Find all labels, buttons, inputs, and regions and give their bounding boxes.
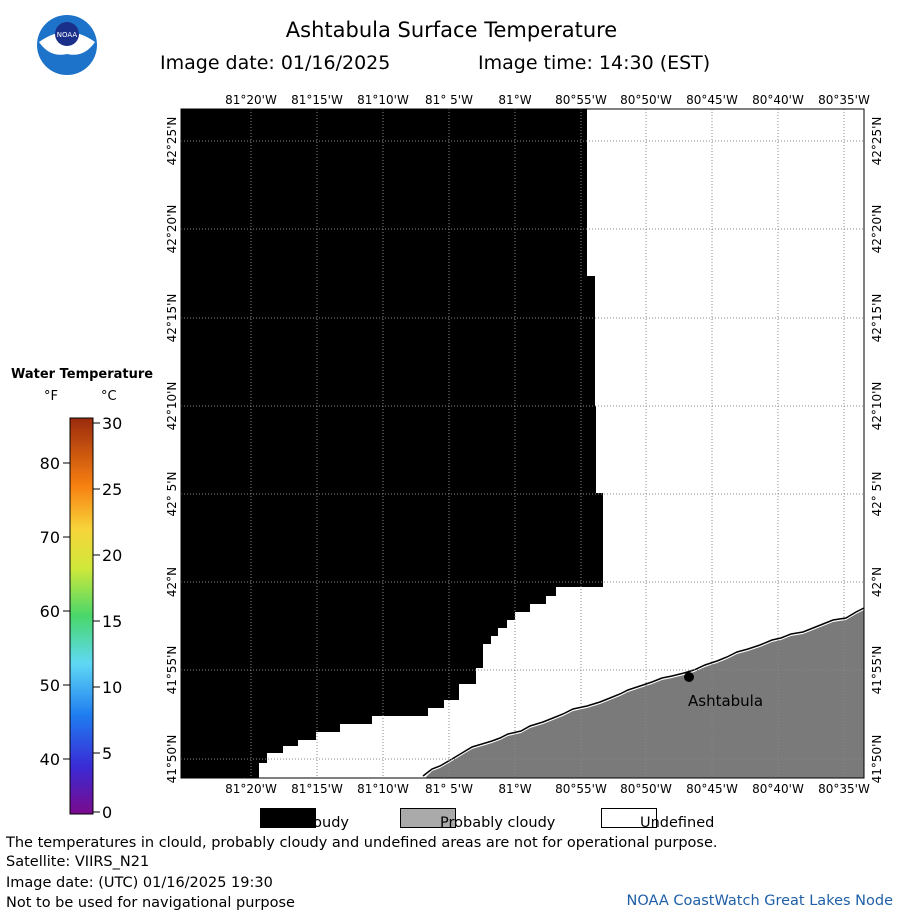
key-swatch-probably-cloudy [400, 808, 456, 828]
image-time: Image time: 14:30 (EST) [478, 52, 711, 74]
lon-label-top: 80°50'W [620, 93, 672, 107]
lat-label-left: 42°20'N [165, 205, 179, 254]
lat-label-right: 42°15'N [870, 294, 884, 343]
celsius-tick: 20 [102, 546, 122, 565]
key-label-probably-cloudy: Probably cloudy [440, 815, 556, 831]
lat-label-right: 42°20'N [870, 205, 884, 254]
fahrenheit-tick: 60 [40, 602, 60, 621]
lon-label-bottom: 80°50'W [620, 782, 672, 796]
page-title: Ashtabula Surface Temperature [285, 18, 618, 42]
lon-label-bottom: 81°20'W [225, 782, 277, 796]
lon-label-bottom: 80°45'W [686, 782, 738, 796]
footer-credit: NOAA CoastWatch Great Lakes Node [626, 893, 893, 909]
lat-label-left: 42°15'N [165, 294, 179, 343]
lon-label-bottom: 81°10'W [357, 782, 409, 796]
key-label-undefined: Undefined [640, 815, 715, 831]
footer-satellite: Satellite: VIIRS_N21 [6, 854, 150, 870]
lon-label-top: 81°15'W [291, 93, 343, 107]
lon-label-bottom: 81° 5'W [425, 782, 473, 796]
footer-utc-date: Image date: (UTC) 01/16/2025 19:30 [6, 875, 273, 891]
lon-label-top: 80°55'W [555, 93, 607, 107]
lon-label-bottom: 81°W [498, 782, 531, 796]
fahrenheit-tick: 80 [40, 454, 60, 473]
lat-label-left: 42°25'N [165, 117, 179, 166]
colorbar-ticks [63, 422, 100, 813]
lat-label-right: 41°50'N [870, 735, 884, 784]
lat-label-right: 42°25'N [870, 117, 884, 166]
map-border [180, 108, 865, 779]
lon-label-top: 80°35'W [818, 93, 870, 107]
footer-note: The temperatures in clould, probably clo… [6, 835, 718, 851]
celsius-tick: 0 [102, 803, 112, 822]
unit-fahrenheit: °F [44, 389, 58, 404]
city-marker [684, 672, 694, 682]
grid [181, 109, 864, 778]
lat-label-right: 42° 5'N [870, 472, 884, 517]
celsius-tick: 5 [102, 744, 112, 763]
lon-label-bottom: 81°15'W [291, 782, 343, 796]
noaa-logo-icon: NOAA [37, 15, 97, 75]
shoreline [422, 607, 865, 777]
lon-label-top: 81°W [498, 93, 531, 107]
lat-label-right: 42°N [870, 567, 884, 597]
fahrenheit-tick: 40 [40, 750, 60, 769]
land-area [425, 610, 864, 778]
key-label-cloudy: Cloudy [299, 815, 349, 831]
lon-label-top: 81°20'W [225, 93, 277, 107]
celsius-tick: 10 [102, 678, 122, 697]
city-label: Ashtabula [688, 692, 763, 710]
image-date: Image date: 01/16/2025 [160, 52, 391, 74]
celsius-tick: 30 [102, 414, 122, 433]
celsius-tick: 15 [102, 612, 122, 631]
fahrenheit-tick: 50 [40, 676, 60, 695]
footer-nav-warning: Not to be used for navigational purpose [6, 895, 295, 911]
lon-label-bottom: 80°35'W [818, 782, 870, 796]
colorbar-title: Water Temperature [11, 367, 154, 382]
logo-text: NOAA [57, 31, 78, 39]
colorbar-gradient [69, 417, 94, 815]
lat-label-left: 42° 5'N [165, 472, 179, 517]
cloud-area [181, 109, 603, 778]
lon-label-top: 81° 5'W [425, 93, 473, 107]
lat-label-left: 42°N [165, 567, 179, 597]
lon-label-bottom: 80°40'W [752, 782, 804, 796]
lon-label-top: 80°45'W [686, 93, 738, 107]
fahrenheit-tick: 70 [40, 528, 60, 547]
key-swatch-cloudy [260, 808, 316, 828]
lon-label-top: 80°40'W [752, 93, 804, 107]
lon-label-top: 81°10'W [357, 93, 409, 107]
lat-label-right: 42°10'N [870, 382, 884, 431]
lat-label-left: 41°55'N [165, 646, 179, 695]
celsius-tick: 25 [102, 480, 122, 499]
lat-label-right: 41°55'N [870, 646, 884, 695]
lat-label-left: 41°50'N [165, 735, 179, 784]
lat-label-left: 42°10'N [165, 382, 179, 431]
unit-celsius: °C [101, 389, 117, 404]
lon-label-bottom: 80°55'W [555, 782, 607, 796]
key-swatch-undefined [601, 808, 657, 828]
